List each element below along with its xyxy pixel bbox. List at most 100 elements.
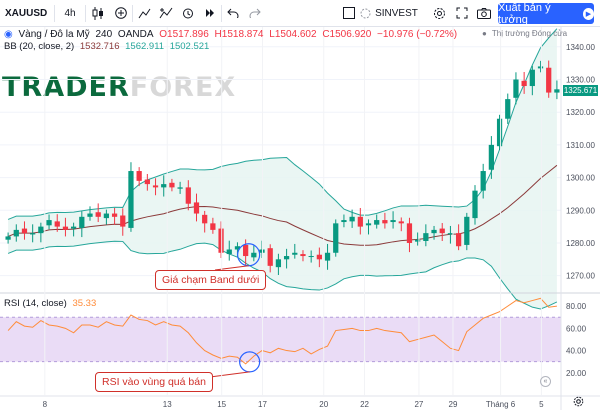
candle-body: [136, 171, 142, 181]
rsi-annotation[interactable]: RSI vào vùng quá bán: [95, 372, 213, 392]
broker-selector[interactable]: SINVEST: [358, 0, 420, 27]
price-annotation[interactable]: Giá chạm Band dưới: [155, 270, 267, 290]
candle-body: [423, 233, 429, 241]
play-icon: ▶: [582, 7, 594, 20]
bb-upper-line: [7, 28, 558, 220]
candle-body: [46, 220, 52, 226]
candle-body: [455, 233, 462, 247]
toolbar-separator: [54, 4, 55, 22]
candle-body: [324, 252, 331, 261]
indicators-icon[interactable]: [155, 0, 177, 27]
candle-body: [87, 213, 93, 217]
watermark-logo: TRADERFOREX: [2, 72, 236, 103]
candle-body: [193, 202, 200, 214]
candle-body: [152, 185, 159, 188]
market-status: ● Thị trường Đóng cửa: [482, 29, 570, 38]
toolbar-separator: [85, 4, 86, 22]
settings-icon[interactable]: [428, 0, 450, 27]
candle-body: [54, 221, 60, 227]
candle-body: [513, 79, 519, 98]
camera-icon[interactable]: [473, 0, 495, 27]
candle-body: [488, 144, 494, 170]
candle-body: [357, 216, 363, 227]
candle-body: [390, 220, 396, 223]
legend-open: O1517.896: [159, 29, 209, 40]
candle-body: [505, 99, 511, 119]
rsi-label: RSI (14, close): [4, 298, 67, 309]
time-tick-label: 8: [43, 400, 48, 409]
timeframe-button[interactable]: 4h: [55, 0, 85, 27]
market-status-label: Thị trường Đóng cửa: [491, 29, 568, 38]
candle-body: [529, 69, 535, 87]
compare-icon[interactable]: [133, 0, 155, 27]
candle-body: [218, 228, 224, 253]
candle-body: [554, 89, 560, 93]
rsi-tick-label: 20.00: [566, 369, 587, 378]
candle-body: [202, 214, 208, 224]
candle-style-icon[interactable]: [86, 0, 110, 27]
time-tick-label: 27: [414, 400, 423, 409]
candle-body: [447, 233, 454, 235]
undo-icon[interactable]: [222, 0, 244, 27]
pane-settings-icon[interactable]: «: [540, 376, 551, 387]
rsi-legend: RSI (14, close) 35.33: [4, 298, 99, 309]
candle-body: [62, 226, 69, 230]
price-tick-label: 1320.00: [566, 108, 595, 117]
candle-body: [120, 215, 126, 227]
candle-body: [79, 216, 85, 228]
candle-body: [333, 223, 339, 253]
symbol-search[interactable]: XAUUSD: [0, 0, 54, 27]
fullscreen-icon[interactable]: [451, 0, 473, 27]
price-tick-label: 1300.00: [566, 174, 595, 183]
rsi-tick-label: 80.00: [566, 302, 587, 311]
candle-body: [234, 246, 241, 250]
market-status-dot-icon: ●: [482, 29, 487, 38]
price-tick-label: 1340.00: [566, 43, 595, 52]
candle-body: [283, 256, 290, 260]
candle-body: [38, 226, 44, 234]
time-tick-label: 20: [319, 400, 328, 409]
candle-body: [13, 229, 19, 237]
replay-icon[interactable]: [199, 0, 221, 27]
add-indicator-icon[interactable]: [110, 0, 132, 27]
rsi-pane[interactable]: [0, 297, 561, 378]
price-legend: ◉ Vàng / Đô la Mỹ 240 OANDA O1517.896 H1…: [4, 29, 460, 40]
chart-area[interactable]: 1340.001330.001320.001310.001300.001290.…: [0, 27, 600, 410]
candle-body: [169, 182, 175, 188]
candle-body: [111, 213, 118, 217]
bb-label: BB (20, close, 2): [4, 41, 75, 52]
toolbar-separator: [132, 4, 133, 22]
candle-body: [5, 236, 11, 240]
candle-body: [161, 184, 167, 188]
alert-icon[interactable]: [177, 0, 199, 27]
publish-label: Xuất bản ý tưởng: [498, 1, 551, 26]
candle-body: [103, 213, 110, 219]
candle-body: [210, 223, 216, 230]
rsi-tick-label: 40.00: [566, 347, 587, 356]
candle-body: [365, 223, 372, 226]
price-tick-label: 1270.00: [566, 272, 595, 281]
redo-icon[interactable]: [244, 0, 266, 27]
layout-icon[interactable]: [338, 0, 360, 27]
candle-body: [349, 216, 355, 222]
candle-body: [316, 254, 322, 260]
axis-settings-icon[interactable]: [573, 396, 584, 407]
eye-icon[interactable]: ◉: [4, 29, 13, 40]
legend-close: C1506.920: [322, 29, 372, 40]
bb-lower-line: [7, 240, 558, 310]
publish-idea-button[interactable]: Xuất bản ý tưởng ▶: [498, 1, 594, 26]
top-toolbar: XAUUSD 4h SINVEST: [0, 0, 600, 27]
candle-body: [374, 220, 380, 225]
candle-body: [537, 66, 544, 69]
candle-body: [95, 212, 101, 217]
candle-body: [398, 221, 404, 224]
candle-body: [341, 220, 347, 223]
candle-body: [30, 233, 36, 235]
watermark-part2: FOREX: [129, 72, 237, 103]
time-tick-label: 13: [163, 400, 172, 409]
candle-body: [439, 228, 445, 234]
bb-legend: BB (20, close, 2) 1532.716 1562.911 1502…: [4, 41, 212, 52]
price-pane[interactable]: [0, 28, 561, 310]
time-tick-label: 22: [360, 400, 369, 409]
candle-body: [251, 252, 257, 258]
